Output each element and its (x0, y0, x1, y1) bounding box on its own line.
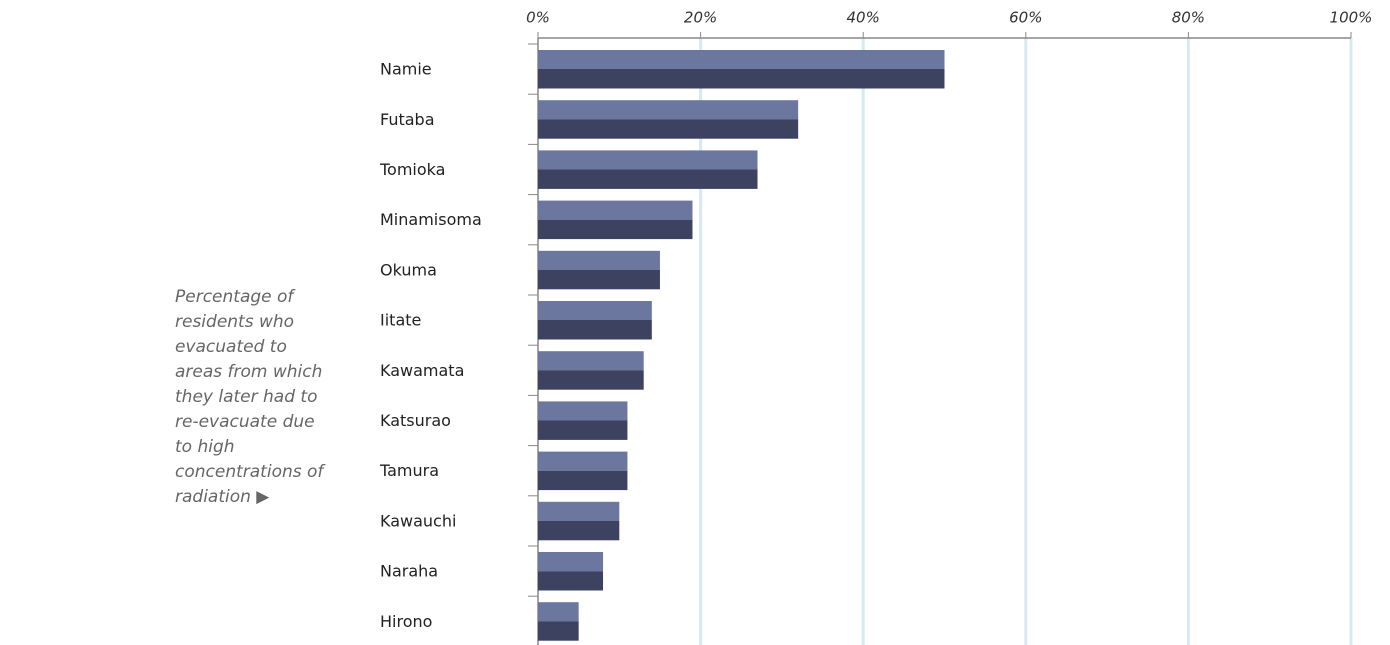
x-tick-label: 0% (526, 9, 550, 27)
y-tick-label: Okuma (380, 260, 437, 279)
y-tick-label: Hirono (380, 612, 432, 631)
bar (538, 250, 660, 290)
y-tick-label: Minamisoma (380, 210, 482, 229)
bar (538, 501, 620, 541)
bar (538, 451, 628, 491)
x-tick-label: 60% (1009, 9, 1042, 27)
bar (538, 401, 628, 440)
bar (538, 150, 758, 189)
x-tick-label: 20% (684, 9, 717, 27)
y-tick-label: Tomioka (379, 160, 445, 179)
y-tick-label: Katsurao (380, 411, 451, 430)
x-tick-label: 100% (1330, 9, 1373, 27)
x-tick-label: 40% (847, 9, 880, 27)
bar (538, 50, 945, 89)
bar (538, 602, 579, 641)
y-tick-label: Iitate (380, 311, 421, 330)
bar (538, 301, 652, 340)
y-tick-label: Kawauchi (380, 511, 456, 530)
bar (538, 200, 693, 240)
y-tick-label: Kawamata (380, 361, 464, 380)
bar (538, 351, 644, 390)
y-tick-label: Tamura (379, 461, 439, 480)
x-tick-label: 80% (1172, 9, 1205, 27)
y-tick-label: Futaba (380, 110, 435, 129)
bar (538, 100, 799, 139)
bar (538, 552, 604, 591)
y-tick-label: Namie (380, 60, 432, 79)
y-tick-label: Naraha (380, 562, 438, 581)
annotation: Percentage of residents who evacuated to… (175, 287, 324, 507)
